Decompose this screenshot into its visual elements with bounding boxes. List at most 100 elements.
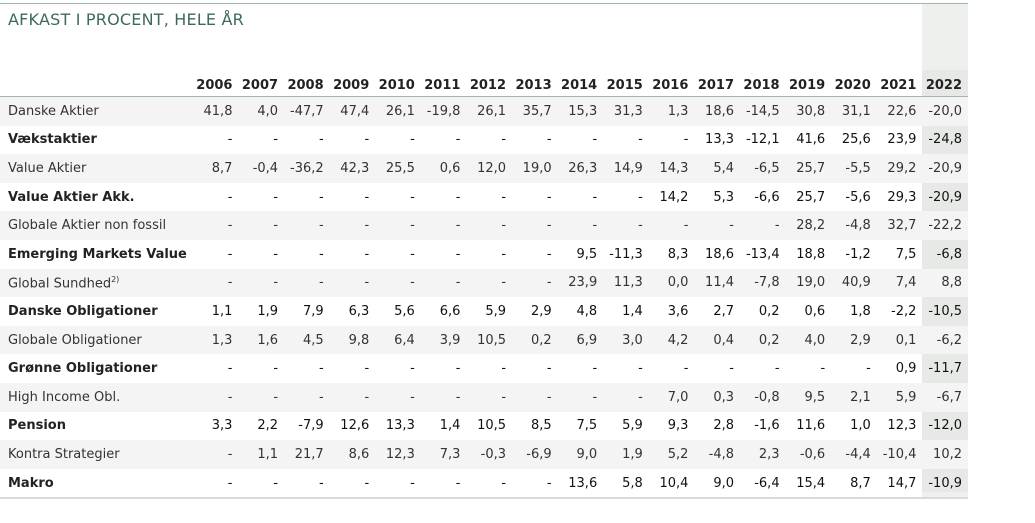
value-cell: 15,3 — [557, 96, 604, 126]
returns-table: 2006 2007 2008 2009 2010 2011 2012 2013 2014 2015… — [0, 70, 968, 500]
value-cell: 0,3 — [694, 382, 740, 412]
value-cell: - — [546, 361, 552, 377]
value-cell: 41,6 — [796, 132, 826, 148]
value-cell: 3,0 — [603, 325, 649, 355]
value-cell: - — [512, 468, 558, 500]
value-cell: 2,7 — [713, 303, 734, 319]
value-cell: - — [501, 246, 507, 262]
value-cell: - — [866, 361, 871, 377]
value-cell: - — [364, 246, 370, 262]
value-cell: - — [466, 382, 513, 412]
value-cell: - — [638, 132, 643, 148]
value-cell: - — [273, 189, 279, 205]
value-cell: 4,2 — [648, 325, 695, 355]
value-cell: 10,5 — [466, 325, 513, 355]
value-cell: - — [546, 246, 552, 262]
value-cell: - — [238, 211, 285, 240]
value-cell: 32,7 — [876, 211, 923, 240]
value-cell: 1,3 — [192, 325, 239, 355]
value-cell: - — [420, 268, 467, 298]
value-cell: 1,1 — [238, 440, 285, 469]
value-cell: 4,0 — [785, 325, 832, 355]
value-cell: -1,6 — [754, 418, 780, 434]
value-cell: 0,6 — [420, 154, 467, 183]
header-row: 2006 2007 2008 2009 2010 2011 2012 2013 2014 2015… — [0, 70, 968, 97]
value-cell: 9,5 — [576, 246, 598, 262]
value-cell: - — [375, 268, 421, 298]
value-cell: 9,0 — [694, 468, 740, 500]
row-label-text: Pension — [8, 418, 66, 434]
value-cell: - — [638, 361, 643, 377]
value-cell: - — [557, 382, 604, 412]
value-cell: 14,3 — [648, 154, 695, 183]
value-cell: 0,4 — [694, 325, 740, 355]
value-cell: - — [273, 246, 279, 262]
row-label: Pension — [0, 412, 193, 441]
value-cell: 3,3 — [211, 418, 233, 434]
table-title: AFKAST I PROCENT, HELE ÅR — [8, 10, 244, 29]
value-cell: 5,3 — [713, 189, 734, 205]
value-cell: - — [410, 361, 415, 377]
value-cell: 10,5 — [477, 418, 507, 434]
value-cell: 12,0 — [466, 154, 513, 183]
value-cell: - — [455, 132, 461, 148]
row-label-text: Makro — [8, 475, 54, 491]
value-cell: 8,3 — [667, 246, 689, 262]
value-cell: 6,4 — [375, 325, 421, 355]
value-cell: -10,9 — [922, 468, 968, 500]
value-cell: - — [273, 132, 279, 148]
value-cell: 2,2 — [257, 418, 279, 434]
value-cell: 1,8 — [850, 303, 871, 319]
value-cell: -5,6 — [845, 189, 871, 205]
value-cell: 7,5 — [576, 418, 598, 434]
row-label: Value Aktier — [0, 154, 193, 183]
value-cell: 0,9 — [895, 361, 917, 377]
value-cell: -11,7 — [922, 354, 968, 383]
value-cell: 19,0 — [512, 154, 558, 183]
value-cell: 26,1 — [466, 96, 513, 126]
value-cell: 4,0 — [238, 96, 285, 126]
table-row: Vækstaktier - - - - - - - - - - -13,3 -12,1 41,6 25,6 2… — [0, 125, 968, 155]
value-cell: 2,8 — [713, 418, 734, 434]
value-cell: 13,6 — [557, 468, 604, 500]
value-cell: 47,4 — [329, 96, 376, 126]
year-header: 2016 — [648, 70, 695, 97]
value-cell: -1,2 — [845, 246, 871, 262]
value-cell: - — [557, 211, 604, 240]
value-cell: 11,6 — [796, 418, 826, 434]
row-label-text: Globale Aktier non fossil — [8, 218, 167, 234]
value-cell: - — [238, 382, 285, 412]
value-cell: 25,7 — [796, 189, 826, 205]
value-cell: 10,2 — [922, 440, 968, 469]
row-label: Danske Aktier — [0, 96, 193, 126]
year-header: 2009 — [329, 70, 376, 97]
value-cell: - — [227, 132, 233, 148]
value-cell: 29,2 — [876, 154, 923, 183]
value-cell: -6,7 — [922, 382, 968, 412]
value-cell: - — [192, 268, 239, 298]
value-cell: 1,4 — [439, 418, 461, 434]
value-cell: 18,6 — [705, 246, 734, 262]
value-cell: -12,1 — [745, 132, 780, 148]
value-cell: 1,3 — [648, 96, 695, 126]
value-cell: 6,9 — [557, 325, 604, 355]
value-cell: - — [501, 132, 507, 148]
value-cell: 6,6 — [439, 303, 461, 319]
value-cell: - — [455, 189, 461, 205]
value-cell: -5,5 — [831, 154, 877, 183]
value-cell: -36,2 — [284, 154, 330, 183]
value-cell: -20,0 — [922, 96, 968, 126]
row-label: Makro — [0, 468, 193, 500]
value-cell: 0,6 — [804, 303, 826, 319]
value-cell: 12,3 — [375, 440, 421, 469]
value-cell: - — [364, 361, 370, 377]
value-cell: 9,0 — [557, 440, 604, 469]
value-cell: - — [284, 382, 330, 412]
row-label: Grønne Obligationer — [0, 354, 193, 383]
value-cell: 25,5 — [375, 154, 421, 183]
value-cell: - — [466, 211, 513, 240]
value-cell: 8,8 — [922, 268, 968, 298]
row-label-text: Value Aktier — [8, 160, 87, 176]
table-row: Value Aktier Akk. - - - - - - - - - -14,2 5,3 -6,6 25… — [0, 182, 968, 212]
value-cell: - — [192, 211, 239, 240]
